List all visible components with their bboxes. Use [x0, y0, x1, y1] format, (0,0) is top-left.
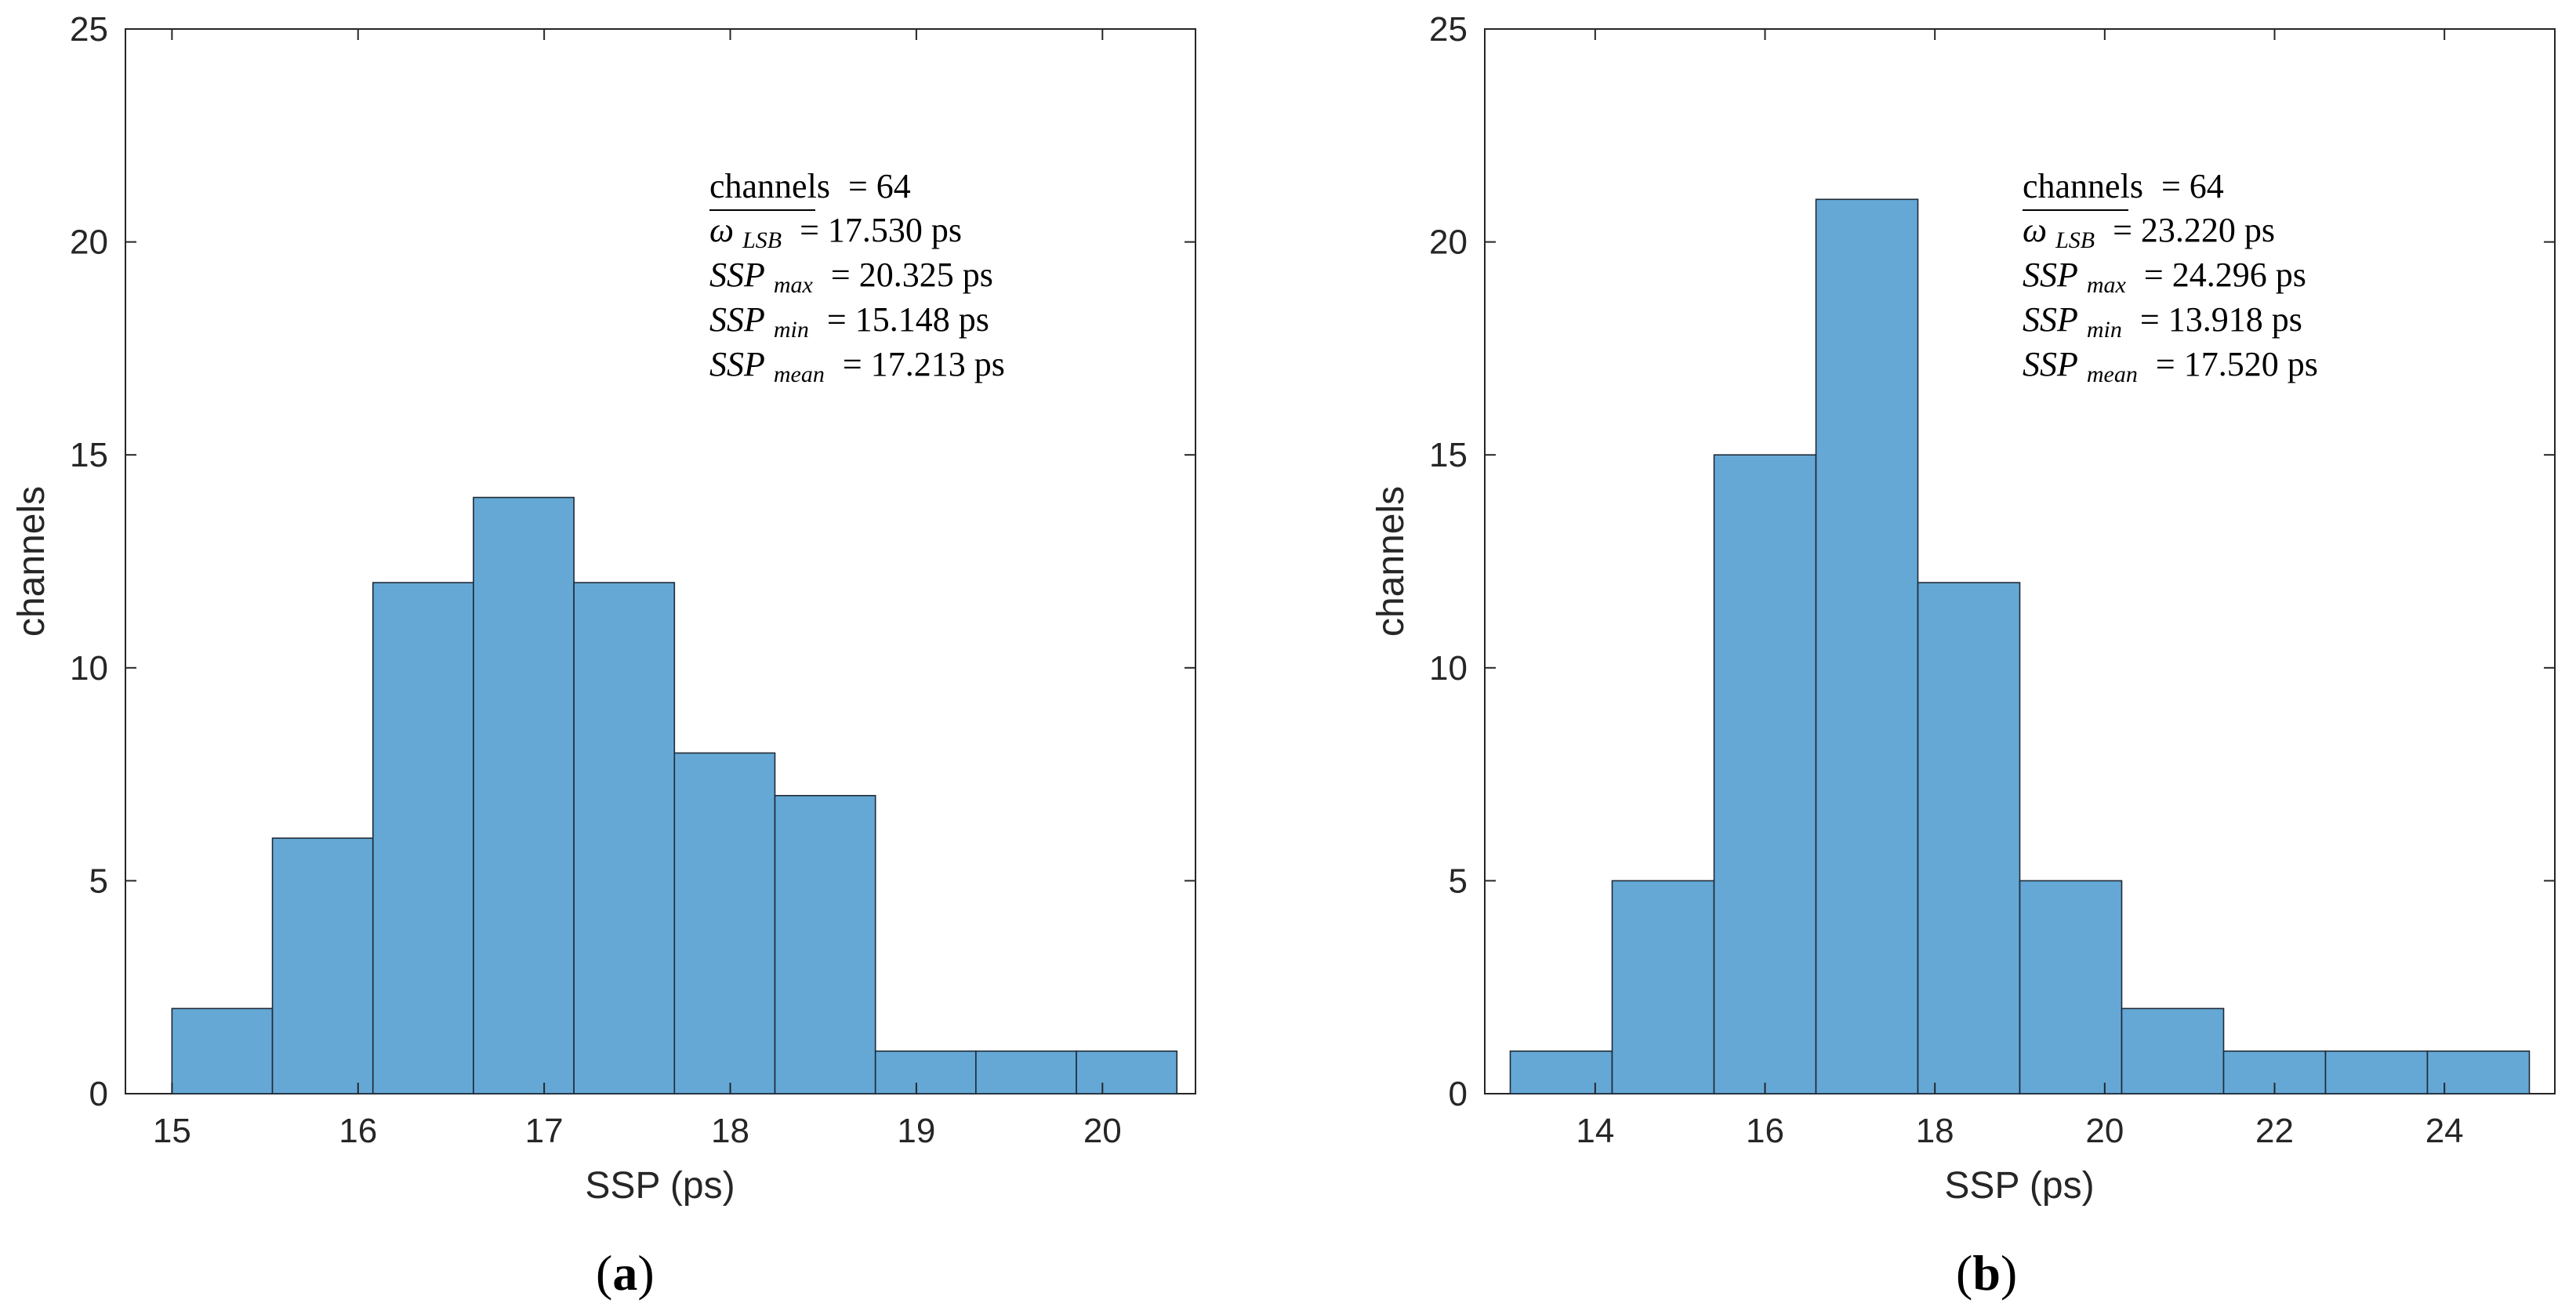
ann-sspmax-a: SSP max = 20.325 ps	[709, 256, 993, 300]
x-tick-label: 18	[1916, 1112, 1954, 1150]
x-tick-label: 16	[1746, 1112, 1784, 1150]
histogram-bar	[1076, 1050, 1178, 1094]
histogram-panel-b: 14 16 18 20 22 24 0 5 10 15 20 25 SSP (ps) channel…	[1370, 10, 2556, 1301]
y-tick-label: 25	[70, 10, 108, 49]
panel-label-b: (b)	[1956, 1245, 2017, 1301]
x-tick-label: 18	[711, 1112, 749, 1150]
ann-wlsb-a: ω LSB = 17.530 ps	[709, 211, 962, 256]
histogram-bar	[573, 582, 676, 1094]
x-tick-label: 17	[525, 1112, 564, 1150]
histogram-panel-a: 15 16 17 18 19 20 0 5 10 15 20 25 SSP (ps) channel…	[11, 10, 1196, 1301]
ann-wlsb-b: ω LSB = 23.220 ps	[2023, 211, 2275, 256]
ann-channels-b: channels = 64	[2023, 167, 2224, 205]
y-axis-title-b: channels	[1370, 486, 1412, 637]
histogram-bar	[774, 794, 876, 1094]
x-tick-label: 15	[153, 1112, 191, 1150]
y-tick-label: 15	[70, 436, 108, 474]
histogram-bar	[171, 1007, 274, 1094]
x-tick-label: 14	[1576, 1112, 1614, 1150]
x-tick-label: 24	[2425, 1112, 2464, 1150]
histogram-bar	[2426, 1050, 2531, 1094]
panel-label-a: (a)	[596, 1245, 655, 1301]
x-tick-label: 20	[2085, 1112, 2124, 1150]
ann-sspmean-a: SSP mean = 17.213 ps	[709, 345, 1005, 390]
histogram-bar	[2019, 880, 2123, 1094]
x-axis-title-b: SSP (ps)	[1944, 1165, 2094, 1207]
x-tick-label: 16	[339, 1112, 377, 1150]
ann-sspmin-a: SSP min = 15.148 ps	[709, 300, 989, 345]
y-tick-label: 15	[1429, 436, 1468, 474]
y-tick-label: 5	[89, 862, 108, 900]
ann-sspmax-b: SSP max = 24.296 ps	[2023, 256, 2306, 300]
y-ticks-a: 0 5 10 15 20 25	[70, 10, 1195, 1113]
bars-b	[1509, 198, 2531, 1094]
y-tick-label: 5	[1449, 862, 1468, 900]
y-tick-label: 0	[89, 1075, 108, 1113]
histogram-bar	[1815, 198, 1919, 1094]
histogram-bar	[975, 1050, 1077, 1094]
histogram-bar	[1509, 1050, 1613, 1094]
ann-sspmin-b: SSP min = 13.918 ps	[2023, 300, 2302, 345]
x-tick-label: 22	[2255, 1112, 2294, 1150]
histogram-bar	[1917, 582, 2021, 1094]
histogram-bar	[673, 752, 776, 1094]
x-tick-label: 19	[897, 1112, 935, 1150]
x-ticks-b: 14 16 18 20 22 24	[1576, 29, 2464, 1150]
y-tick-label: 10	[70, 649, 108, 688]
histogram-bar	[2324, 1050, 2429, 1094]
ann-sspmean-b: SSP mean = 17.520 ps	[2023, 345, 2318, 390]
histogram-bar	[473, 496, 575, 1094]
x-ticks-a: 15 16 17 18 19 20	[153, 29, 1122, 1150]
y-tick-label: 20	[1429, 223, 1468, 262]
stats-annotation-a: channels = 64 ω LSB = 17.530 ps SSP max …	[709, 167, 1005, 390]
stats-annotation-b: channels = 64 ω LSB = 23.220 ps SSP max …	[2023, 167, 2318, 390]
y-tick-label: 20	[70, 223, 108, 262]
histogram-bar	[1611, 880, 1715, 1094]
y-tick-label: 0	[1449, 1075, 1468, 1113]
x-tick-label: 20	[1083, 1112, 1122, 1150]
histogram-bar	[1713, 454, 1817, 1094]
x-axis-title-a: SSP (ps)	[585, 1165, 735, 1207]
histogram-bar	[874, 1050, 977, 1094]
y-tick-label: 25	[1429, 10, 1468, 49]
histogram-bar	[2121, 1007, 2225, 1094]
y-axis-title-a: channels	[11, 486, 53, 637]
ann-channels-a: channels = 64	[709, 167, 911, 205]
bars-a	[171, 496, 1178, 1094]
histogram-bar	[372, 582, 474, 1094]
y-ticks-b: 0 5 10 15 20 25	[1429, 10, 2555, 1113]
y-tick-label: 10	[1429, 649, 1468, 688]
histogram-bar	[271, 837, 374, 1094]
